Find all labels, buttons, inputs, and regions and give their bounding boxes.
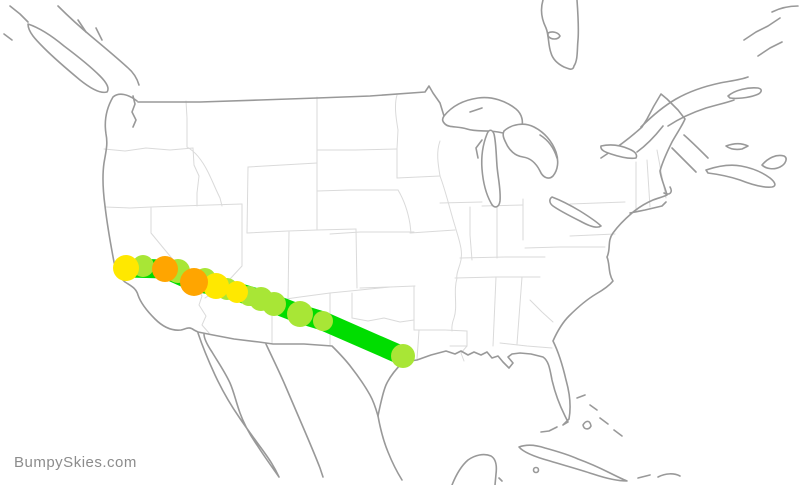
lake-huron [502,123,559,179]
turbulence-marker [226,281,248,303]
vancouver-island [27,23,109,94]
country-coastlines [3,0,799,485]
watermark: BumpySkies.com [14,454,137,471]
nova-scotia [705,164,776,188]
turbulence-marker [262,292,286,316]
turbulence-marker [287,301,313,327]
us-outline [102,93,686,426]
turbulence-marker [391,344,415,368]
turbulence-marker [152,256,178,282]
turbulence-marker [313,311,333,331]
lake-ontario [600,144,638,160]
flight-route-layer [113,255,415,368]
anticosti-island [727,87,762,100]
yucatan [451,453,498,485]
turbulence-marker [113,255,139,281]
canada-border [137,85,445,117]
lake-erie [549,196,602,228]
turbulence-marker [180,268,208,296]
cuba [518,444,628,482]
baja-california [197,332,280,478]
james-bay [540,0,580,70]
state-borders [103,94,667,362]
turbulence-marker [203,273,229,299]
lake-michigan [480,129,501,208]
